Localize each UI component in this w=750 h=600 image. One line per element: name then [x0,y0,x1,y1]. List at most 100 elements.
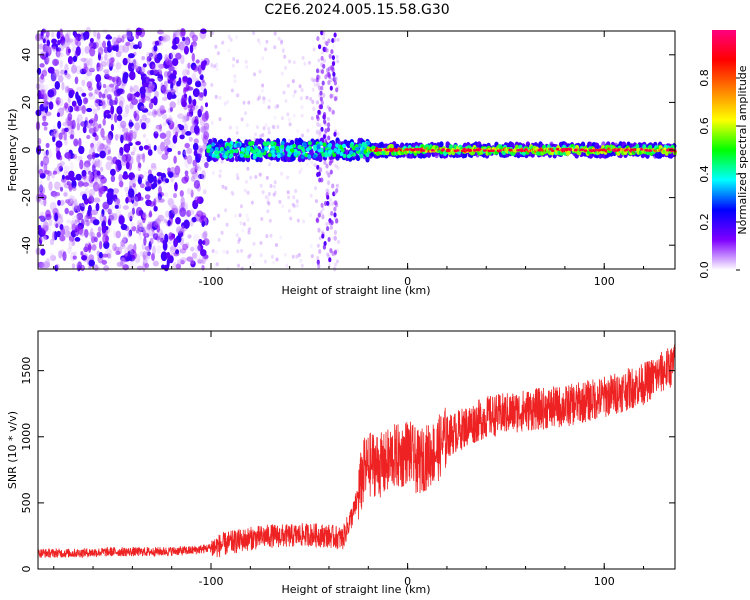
spectrogram-cell [240,117,244,122]
spectrogram-cell [129,107,137,112]
spectrogram-cell [192,159,197,167]
spectrogram-cell [238,213,242,218]
spectrogram-cell [71,202,78,212]
spectrogram-cell [161,264,165,270]
spectrogram-cell [96,80,102,91]
spectrogram-cell [64,69,68,76]
spectrogram-cell [210,83,214,87]
spectrogram-cell [262,96,266,101]
spectrogram-cell [169,244,177,255]
spectrogram-cell [52,46,57,52]
spectrogram-cell [122,112,129,118]
spectrogram-cell [145,76,151,84]
spectrogram-cell [220,230,224,235]
spectrogram-cell [49,252,55,262]
spectrogram-cell [94,158,101,164]
spectrogram-cell [179,42,184,53]
spectrogram-cell [186,256,194,262]
spectrogram-cell [324,47,328,52]
spectrogram-cell [72,55,78,63]
spectrogram-cell [92,181,100,192]
spectrogram-xlabel: Height of straight line (km) [281,284,430,297]
spectrogram-cell [256,125,259,130]
spectrogram-cell [349,150,354,155]
spectrogram-cell [40,29,44,40]
spectrogram-cell [71,223,77,233]
spectrogram-cell [119,261,124,266]
spectrogram-cell [336,59,340,64]
spectrogram-cell [141,114,147,121]
spectrogram-cell [121,34,129,39]
spectrogram-cell [579,148,583,152]
spectrogram-cell [68,170,75,179]
spectrogram-cell [296,129,300,134]
spectrogram-cell [268,218,272,223]
spectrogram-cell [89,46,96,57]
spectrogram-cell [82,97,88,105]
spectrogram-cell [43,94,49,102]
spectrogram-cell [108,214,115,221]
spectrogram-cell [167,79,172,84]
spectrogram-cell [266,209,270,214]
spectrogram-cell [291,202,295,207]
spectrogram-cell [144,145,151,151]
spectrogram-cell [326,72,330,78]
spectrogram-cell [251,262,255,267]
spectrogram-cell [158,63,166,69]
spectrogram-cell [299,167,303,172]
spectrogram-cell [194,115,199,125]
spectrogram-cell [327,38,331,44]
spectrogram-cell [76,114,83,123]
spectrogram-y-ticks: -40 -20 0 20 40 [20,48,675,254]
spectrogram-cell [190,175,196,182]
spectrogram-cell [292,195,296,200]
spectrogram-cell [135,31,140,40]
spectrogram-cell [44,56,49,65]
spectrogram-cell [95,202,100,212]
spectrogram-cell [335,218,339,224]
spectrogram-cell [142,254,146,261]
spectrogram-cell [150,50,158,60]
spectrogram-cell [363,143,368,148]
spectrogram-cell [88,92,93,97]
colorbar-tick-label: 0.6 [698,117,711,135]
spectrogram-cell [255,152,260,158]
spectrogram-cell [177,150,181,156]
spectrogram-cell [555,148,560,151]
spectrogram-cell [316,36,320,42]
spectrogram-cell [110,105,115,115]
spectrogram-cell [43,126,48,131]
spectrogram-cell [64,85,70,94]
spectrogram-cell [161,33,168,44]
spectrogram-cell [125,256,131,262]
spectrogram-cell [84,75,90,81]
spectrogram-cell [188,136,194,142]
spectrogram-cell [276,125,280,129]
spectrogram-cell [198,92,204,98]
spectrogram-cell [214,94,218,99]
spectrogram-cell [445,149,450,153]
spectrogram-cell [94,98,99,107]
spectrogram-cell [168,52,173,60]
spectrogram-cell [116,76,122,87]
spectrogram-cell [192,88,200,98]
spectrogram-cell [140,105,147,110]
spectrogram-cell [44,104,49,114]
spectrogram-cell [268,98,271,103]
spectrogram-cell [39,103,45,112]
spectrogram-cell [227,34,231,39]
spectrogram-cell [61,128,66,135]
spectrogram-cell [102,135,106,141]
spectrogram-cell [63,225,70,231]
spectrogram-cell [273,180,277,185]
spectrogram-cell [331,109,335,115]
spectrogram-cell [166,91,173,100]
spectrogram-cell [487,149,492,153]
spectrogram-cell [165,58,172,66]
spectrogram-cell [47,89,55,98]
spectrogram-cell [59,60,64,69]
spectrogram-cell [200,125,207,134]
spectrogram-cell [202,189,207,195]
spectrogram-cell [331,61,336,67]
